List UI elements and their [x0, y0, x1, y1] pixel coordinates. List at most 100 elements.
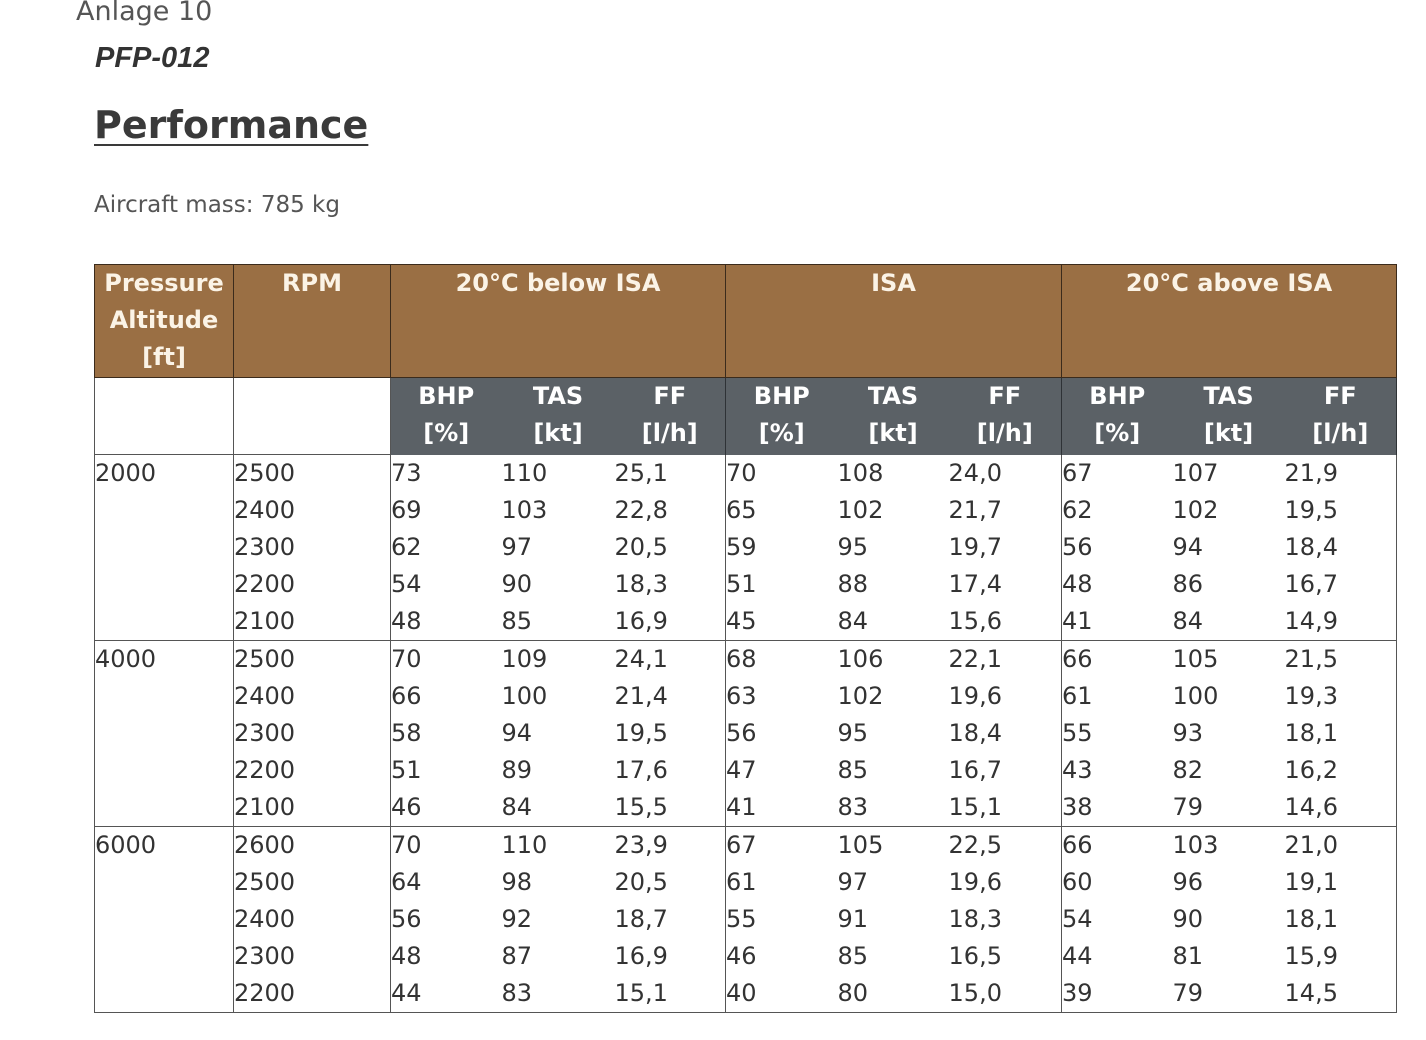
- table-row: 2300 58 94 19,5 56 95 18,4 55 93 18,1: [95, 715, 1398, 752]
- table-row: 2200 44 83 15,1 40 80 15,0 39 79 14,5: [95, 975, 1398, 1013]
- value-cell: 21,9: [1284, 454, 1398, 492]
- value-cell: 85: [837, 942, 869, 970]
- value-cell: 15,9: [1284, 938, 1398, 975]
- value-cell: 67: [726, 831, 757, 859]
- attachment-label: Anlage 10: [76, 0, 213, 27]
- value-cell: 85: [501, 603, 615, 641]
- value-cell: 21,5: [1284, 640, 1398, 678]
- value-cell: 16,2: [1284, 752, 1398, 789]
- value-cell: 108: [837, 458, 884, 487]
- value-cell: 46: [726, 942, 757, 970]
- value-cell: 84: [501, 789, 615, 827]
- value-cell: 18,1: [1284, 901, 1398, 938]
- value-cell: 48: [390, 603, 502, 641]
- value-cell: 16,9: [614, 603, 727, 641]
- subheader-bhp-above-isa: BHP [%]: [1061, 377, 1173, 455]
- value-cell: 46: [390, 789, 502, 827]
- subheader-tas-isa: TAS [kt]: [837, 377, 949, 455]
- value-cell: 22,5: [948, 826, 1063, 864]
- value-cell: 93: [1172, 719, 1204, 747]
- rpm-cell: 2500: [233, 640, 391, 678]
- value-cell: 64: [391, 868, 422, 896]
- value-cell: 55: [1062, 719, 1093, 747]
- value-cell: 19,3: [1284, 678, 1398, 715]
- value-cell: 43: [1062, 756, 1093, 784]
- value-cell: 19,1: [1284, 864, 1398, 901]
- value-cell: 14,6: [1284, 789, 1398, 827]
- table-row: 2300 48 87 16,9 46 85 16,5 44 81 15,9: [95, 938, 1398, 975]
- value-cell: 18,1: [1284, 715, 1398, 752]
- header-rpm: RPM: [233, 264, 391, 378]
- value-cell: 14,9: [1284, 603, 1398, 641]
- subheader-tas-above-isa: TAS [kt]: [1172, 377, 1285, 455]
- header-pressure-altitude: Pressure Altitude [ft]: [94, 264, 234, 378]
- rpm-cell: 2500: [233, 864, 391, 901]
- value-cell: 15,6: [948, 603, 1063, 641]
- value-cell: 105: [837, 831, 884, 859]
- value-cell: 94: [501, 719, 533, 747]
- value-cell: 66: [1062, 645, 1093, 673]
- value-cell: 79: [1172, 975, 1285, 1013]
- header-blank-rpm: [233, 377, 391, 455]
- value-cell: 16,5: [948, 938, 1063, 975]
- table-row: 2300 62 97 20,5 59 95 19,7 56 94 18,4: [95, 529, 1398, 566]
- subheader-ff-isa: FF [l/h]: [948, 377, 1063, 455]
- value-cell: 90: [1172, 905, 1204, 933]
- rpm-cell: 2100: [233, 789, 391, 827]
- value-cell: 83: [501, 975, 615, 1013]
- header-group-below-isa: 20°C below ISA: [389, 264, 727, 378]
- value-cell: 103: [1172, 831, 1219, 859]
- subheader-ff-below-isa: FF [l/h]: [614, 377, 727, 455]
- rpm-cell: 2400: [233, 901, 391, 938]
- value-cell: 19,7: [948, 529, 1063, 566]
- value-cell: 105: [1172, 645, 1219, 673]
- value-cell: 25,1: [614, 454, 727, 492]
- value-cell: 22,8: [614, 492, 727, 529]
- value-cell: 94: [1172, 533, 1204, 561]
- value-cell: 18,4: [1284, 529, 1398, 566]
- value-cell: 66: [1062, 831, 1093, 859]
- altitude-cell: 6000: [94, 826, 234, 1013]
- rpm-cell: 2300: [233, 529, 391, 566]
- value-cell: 66: [391, 682, 422, 710]
- value-cell: 95: [837, 719, 869, 747]
- value-cell: 107: [1172, 458, 1219, 487]
- value-cell: 21,0: [1284, 826, 1398, 864]
- value-cell: 55: [726, 905, 757, 933]
- value-cell: 22,1: [948, 640, 1063, 678]
- value-cell: 54: [1062, 905, 1093, 933]
- value-cell: 86: [1172, 570, 1204, 598]
- table-row: 2000 2500 73 110 25,1 70 108 24,0 67 107 21,9: [94, 454, 1398, 641]
- rpm-cell: 2200: [233, 975, 391, 1013]
- value-cell: 24,0: [948, 454, 1063, 492]
- value-cell: 70: [391, 831, 422, 859]
- value-cell: 80: [837, 975, 949, 1013]
- altitude-cell: 2000: [94, 454, 234, 641]
- value-cell: 96: [1172, 868, 1204, 896]
- value-cell: 103: [501, 496, 548, 524]
- value-cell: 65: [726, 496, 757, 524]
- value-cell: 17,6: [614, 752, 727, 789]
- rpm-cell: 2100: [233, 603, 391, 641]
- table-row: 2200 54 90 18,3 51 88 17,4 48 86 16,7: [95, 566, 1398, 603]
- rpm-cell: 2400: [233, 492, 391, 529]
- value-cell: 102: [837, 682, 884, 710]
- document-id: PFP-012: [95, 42, 210, 74]
- value-cell: 68: [726, 645, 757, 673]
- value-cell: 83: [837, 789, 949, 827]
- header-group-above-isa: 20°C above ISA: [1061, 264, 1398, 378]
- value-cell: 98: [501, 868, 533, 896]
- rpm-cell: 2200: [233, 752, 391, 789]
- value-cell: 18,3: [948, 901, 1063, 938]
- value-cell: 14,5: [1284, 975, 1398, 1013]
- table-body: 2000 2500 73 110 25,1 70 108 24,0 67 107 21,9 2400 6…: [94, 454, 1398, 1013]
- rpm-cell: 2500: [233, 454, 391, 492]
- value-cell: 18,4: [948, 715, 1063, 752]
- value-cell: 89: [501, 756, 533, 784]
- value-cell: 56: [726, 719, 757, 747]
- value-cell: 20,5: [614, 864, 727, 901]
- value-cell: 48: [1062, 570, 1093, 598]
- value-cell: 15,1: [948, 789, 1063, 827]
- value-cell: 51: [391, 756, 422, 784]
- table-row: 2200 51 89 17,6 47 85 16,7 43 82 16,2: [95, 752, 1398, 789]
